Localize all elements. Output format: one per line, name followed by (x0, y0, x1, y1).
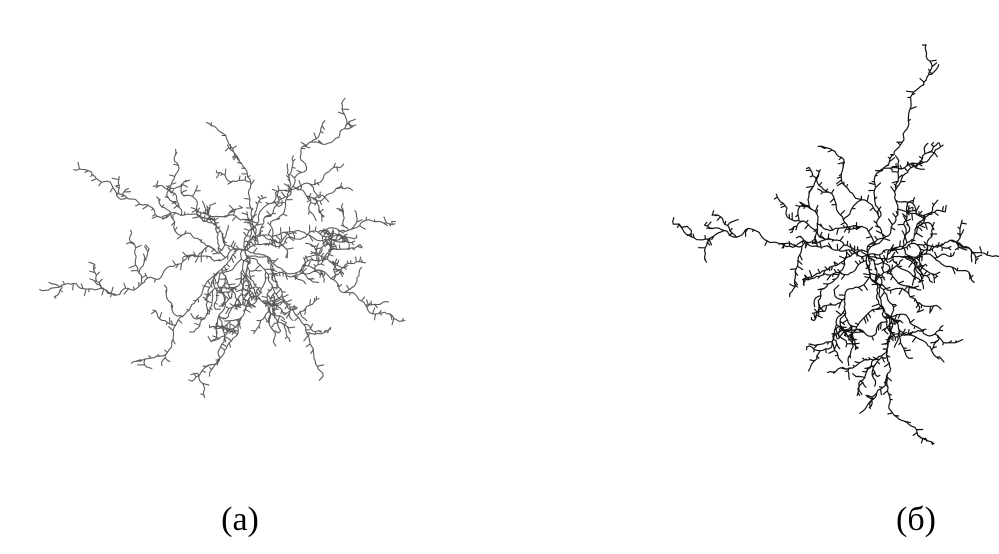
panel-label: (б) (896, 501, 936, 538)
fractal-cluster (40, 98, 405, 397)
panel-label: (a) (221, 501, 259, 538)
figure: (a) (б) (0, 0, 999, 554)
page: (a) (б) (() => { const data = JSON.parse… (0, 0, 999, 554)
fractal-cluster (673, 45, 999, 445)
